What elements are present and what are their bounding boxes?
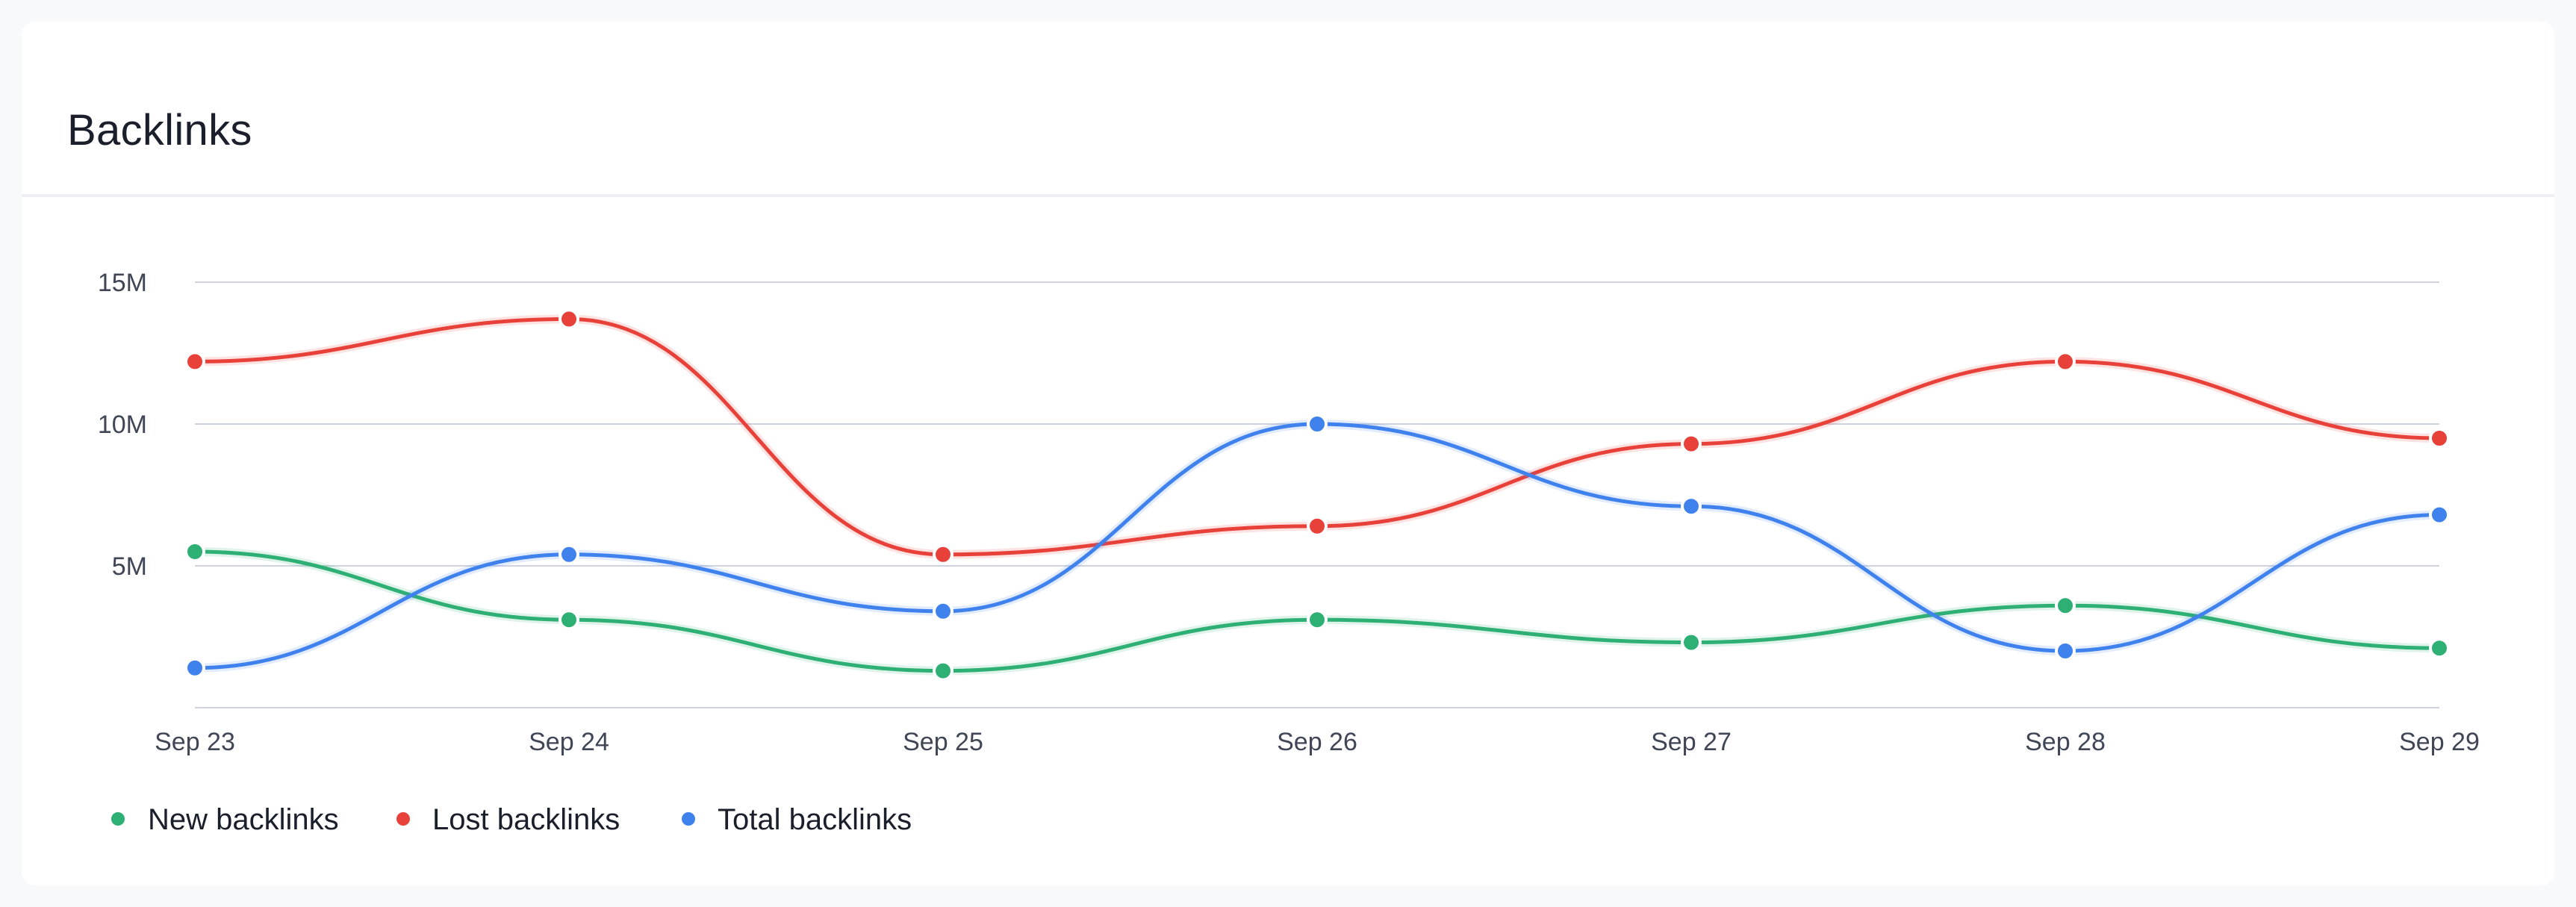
- card-title: Backlinks: [67, 106, 252, 155]
- data-point[interactable]: [1681, 496, 1702, 517]
- legend-item-total-backlinks[interactable]: Total backlinks: [682, 803, 912, 836]
- legend-label: Total backlinks: [718, 803, 912, 836]
- legend-item-lost-backlinks[interactable]: Lost backlinks: [396, 803, 620, 836]
- y-tick-label: 5M: [112, 552, 147, 581]
- data-point[interactable]: [1681, 632, 1702, 653]
- y-tick-label: 15M: [98, 269, 147, 297]
- series-line: [193, 422, 2442, 670]
- data-point[interactable]: [933, 660, 953, 682]
- data-point[interactable]: [184, 657, 205, 679]
- data-point[interactable]: [559, 609, 579, 631]
- data-point[interactable]: [2055, 640, 2076, 661]
- data-point[interactable]: [933, 543, 953, 565]
- series-lost-backlinks: [184, 308, 2450, 565]
- data-point[interactable]: [1307, 414, 1328, 434]
- x-tick-label: Sep 24: [529, 728, 609, 756]
- data-point[interactable]: [184, 351, 205, 373]
- series-total-backlinks: [184, 414, 2450, 679]
- legend-item-new-backlinks[interactable]: New backlinks: [111, 803, 339, 836]
- legend-marker-icon: [682, 812, 695, 826]
- x-tick-label: Sep 25: [903, 728, 983, 756]
- backlinks-card: Backlinks: [22, 22, 2554, 885]
- data-point[interactable]: [559, 543, 579, 565]
- data-point[interactable]: [184, 541, 205, 562]
- card-header: Backlinks: [22, 22, 2554, 197]
- data-point[interactable]: [559, 308, 579, 330]
- x-tick-label: Sep 27: [1651, 728, 1732, 756]
- legend-marker-icon: [396, 812, 410, 826]
- data-point[interactable]: [2429, 638, 2450, 659]
- data-point[interactable]: [1681, 433, 1702, 455]
- y-tick-label: 10M: [98, 411, 147, 439]
- data-point[interactable]: [1307, 515, 1328, 537]
- data-point[interactable]: [2055, 595, 2076, 617]
- x-tick-label: Sep 23: [155, 728, 235, 756]
- x-tick-label: Sep 26: [1277, 728, 1357, 756]
- series-line-shadow: [190, 419, 2444, 673]
- x-tick-label: Sep 29: [2399, 728, 2480, 756]
- data-point[interactable]: [933, 600, 953, 622]
- legend-label: Lost backlinks: [432, 803, 620, 836]
- series-new-backlinks: [184, 541, 2450, 682]
- data-point[interactable]: [2429, 428, 2450, 449]
- legend-marker-icon: [111, 812, 125, 826]
- data-point[interactable]: [2429, 504, 2450, 526]
- y-gridlines: [195, 281, 2439, 708]
- data-point[interactable]: [1307, 609, 1328, 631]
- legend-label: New backlinks: [148, 803, 339, 836]
- data-point[interactable]: [2055, 351, 2076, 373]
- x-tick-label: Sep 28: [2025, 728, 2106, 756]
